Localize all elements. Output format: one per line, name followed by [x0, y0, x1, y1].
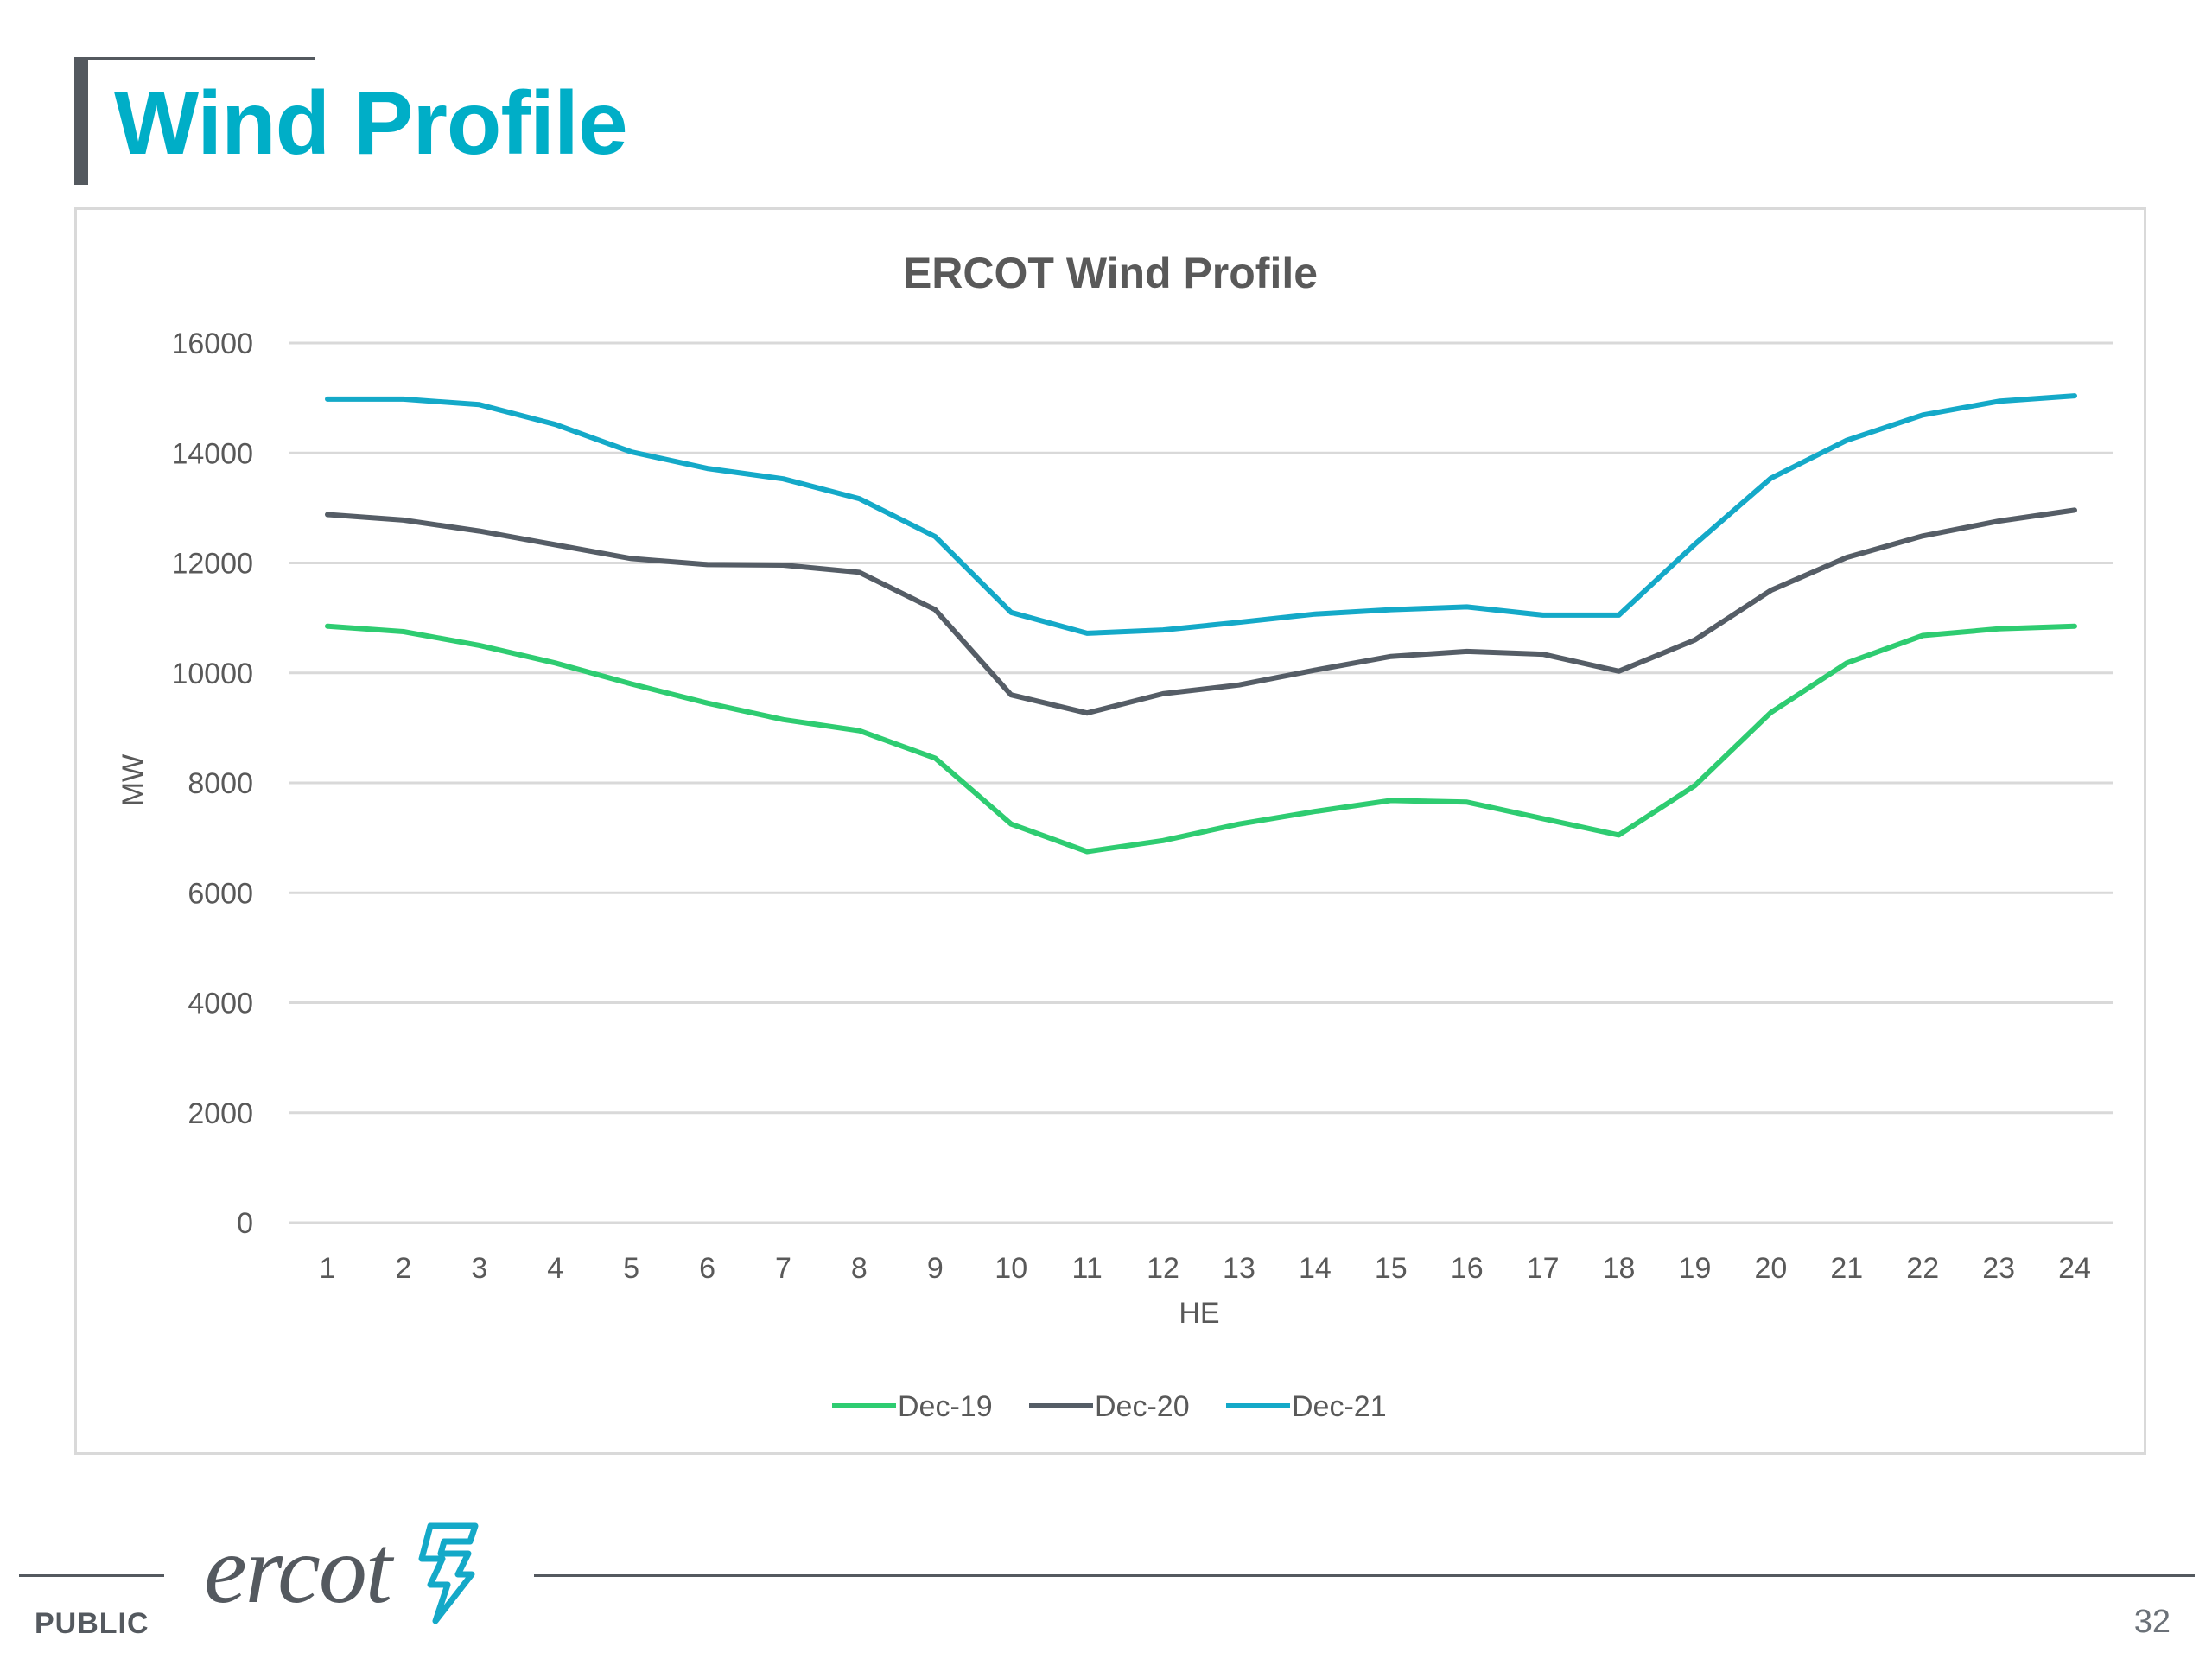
x-axis-label: HE [1179, 1297, 1219, 1330]
y-axis-ticks: 0 2000 4000 6000 8000 10000 12000 14000 16000 [171, 327, 253, 1240]
legend-label: Dec-21 [1292, 1390, 1387, 1423]
y-axis-label: MW [117, 754, 149, 806]
grid-lines [289, 341, 2113, 1224]
chart-frame: ERCOT Wind Profile 0 2000 4000 6000 8000 1000… [74, 207, 2146, 1455]
x-tick-label: 2 [395, 1252, 411, 1285]
chart-title: ERCOT Wind Profile [903, 249, 1318, 297]
x-tick-label: 4 [547, 1252, 563, 1285]
x-tick-label: 19 [1679, 1252, 1712, 1285]
x-tick-label: 8 [851, 1252, 868, 1285]
public-label: PUBLIC [35, 1607, 149, 1640]
x-tick-label: 16 [1451, 1252, 1484, 1285]
y-tick-label: 10000 [171, 658, 253, 690]
x-tick-label: 18 [1603, 1252, 1636, 1285]
x-tick-label: 10 [995, 1252, 1027, 1285]
footer-rule-left [19, 1574, 164, 1577]
y-tick-label: 6000 [188, 877, 253, 910]
y-tick-label: 2000 [188, 1097, 253, 1130]
x-tick-label: 9 [927, 1252, 944, 1285]
y-tick-label: 14000 [171, 437, 253, 470]
y-tick-label: 16000 [171, 327, 253, 360]
x-tick-label: 21 [1830, 1252, 1863, 1285]
series-line-dec-21 [325, 393, 2077, 636]
y-tick-label: 8000 [188, 767, 253, 800]
x-axis-ticks: 1 2 3 4 5 6 7 8 9 10 11 12 13 14 15 16 17 18 19 20 21 22 23 24 [319, 1252, 2090, 1285]
x-tick-label: 5 [623, 1252, 639, 1285]
x-tick-label: 24 [2058, 1252, 2091, 1285]
wind-profile-chart: ERCOT Wind Profile 0 2000 4000 6000 8000 1000… [117, 249, 2113, 1423]
x-tick-label: 3 [471, 1252, 487, 1285]
slide-title: Wind Profile [114, 73, 628, 174]
series-lines [325, 393, 2077, 855]
legend-label: Dec-19 [898, 1390, 993, 1423]
x-tick-label: 11 [1071, 1252, 1102, 1285]
x-tick-label: 23 [1982, 1252, 2015, 1285]
x-tick-label: 1 [319, 1252, 335, 1285]
y-tick-label: 0 [237, 1207, 253, 1240]
x-tick-label: 6 [699, 1252, 715, 1285]
x-tick-label: 15 [1375, 1252, 1408, 1285]
logo-wordmark: ercot [204, 1516, 392, 1624]
x-tick-label: 14 [1299, 1252, 1332, 1285]
footer-rule-right [534, 1574, 2195, 1577]
page-number: 32 [2133, 1604, 2171, 1640]
x-tick-label: 20 [1754, 1252, 1787, 1285]
ercot-logo: ercot [204, 1514, 498, 1635]
y-tick-label: 4000 [188, 988, 253, 1020]
legend-label: Dec-20 [1095, 1390, 1190, 1423]
x-tick-label: 13 [1223, 1252, 1255, 1285]
title-accent-bar [74, 59, 88, 185]
lightning-mark-icon [418, 1522, 479, 1624]
x-tick-label: 17 [1527, 1252, 1560, 1285]
title-accent-rule [74, 57, 315, 60]
legend: Dec-19 Dec-20 Dec-21 [832, 1390, 1387, 1423]
x-tick-label: 12 [1147, 1252, 1179, 1285]
series-line-dec-19 [325, 623, 2077, 855]
y-tick-label: 12000 [171, 548, 253, 581]
series-line-dec-20 [325, 507, 2077, 716]
x-tick-label: 22 [1906, 1252, 1939, 1285]
x-tick-label: 7 [775, 1252, 791, 1285]
